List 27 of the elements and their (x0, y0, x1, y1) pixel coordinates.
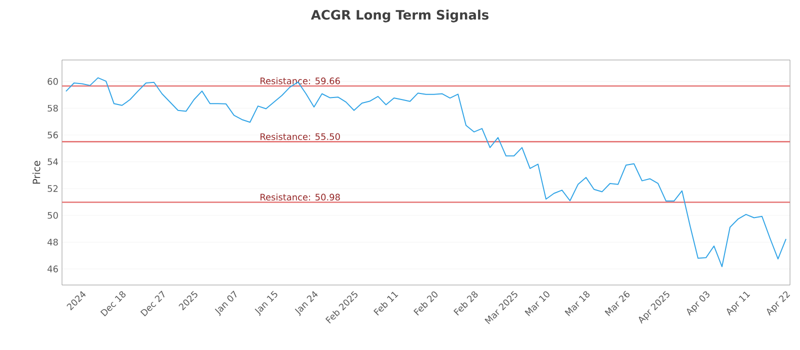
ref-line-label: Resistance: 55.50 (260, 133, 340, 140)
y-tick-label: 60 (48, 78, 58, 85)
x-tick-label: Feb 11 (374, 292, 398, 316)
x-tick-label: Feb 20 (414, 291, 438, 316)
y-tick-label: 52 (48, 185, 58, 192)
x-tick-label: Mar 18 (564, 291, 590, 316)
x-tick-label: Mar 10 (524, 291, 550, 316)
y-tick-label: 58 (48, 104, 58, 112)
x-tick-label: Jan 24 (294, 291, 318, 316)
x-tick-label: Apr 22 (766, 291, 790, 316)
x-tick-label: Dec 18 (100, 291, 126, 316)
x-tick-label: Mar 26 (604, 290, 630, 316)
ref-line-label: Resistance: 50.98 (260, 194, 340, 201)
x-tick-label: Dec 27 (140, 290, 164, 316)
x-tick-label: Jan 15 (254, 290, 278, 316)
y-tick-label: 50 (48, 212, 58, 219)
x-tick-label: Apr 03 (686, 291, 710, 316)
y-axis-title: Price (32, 160, 40, 184)
x-tick-label: Apr 11 (726, 292, 750, 316)
chart-title: ACGR Long Term Signals (310, 10, 488, 22)
y-tick-label: 46 (48, 266, 58, 272)
x-tick-label: Feb 28 (454, 291, 478, 316)
y-tick-label: 54 (48, 158, 58, 166)
y-tick-label: 56 (48, 132, 58, 138)
y-tick-label: 48 (48, 238, 58, 246)
x-tick-label: Jan 07 (214, 290, 236, 316)
ref-line-label: Resistance: 59.66 (260, 77, 340, 84)
